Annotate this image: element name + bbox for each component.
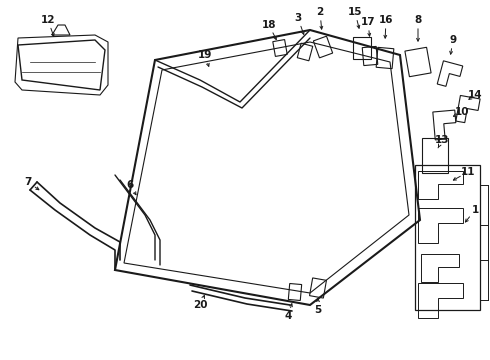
Text: 9: 9 [449, 35, 457, 45]
Text: 15: 15 [348, 7, 362, 17]
Text: 14: 14 [467, 90, 482, 100]
Text: 10: 10 [455, 107, 469, 117]
Bar [415, 165, 480, 310]
Text: 16: 16 [379, 15, 393, 25]
Text: 17: 17 [361, 17, 375, 27]
Text: 5: 5 [315, 305, 321, 315]
Text: 4: 4 [284, 311, 292, 321]
Text: 7: 7 [24, 177, 32, 187]
Text: 2: 2 [317, 7, 323, 17]
Text: 8: 8 [415, 15, 421, 25]
Text: 19: 19 [198, 50, 212, 60]
Text: 1: 1 [471, 205, 479, 215]
Text: 6: 6 [126, 180, 134, 190]
Text: 13: 13 [435, 135, 449, 145]
Text: 3: 3 [294, 13, 302, 23]
Text: 20: 20 [193, 300, 207, 310]
Polygon shape [18, 40, 105, 90]
Text: 18: 18 [262, 20, 276, 30]
Text: 12: 12 [41, 15, 55, 25]
Text: 11: 11 [461, 167, 475, 177]
